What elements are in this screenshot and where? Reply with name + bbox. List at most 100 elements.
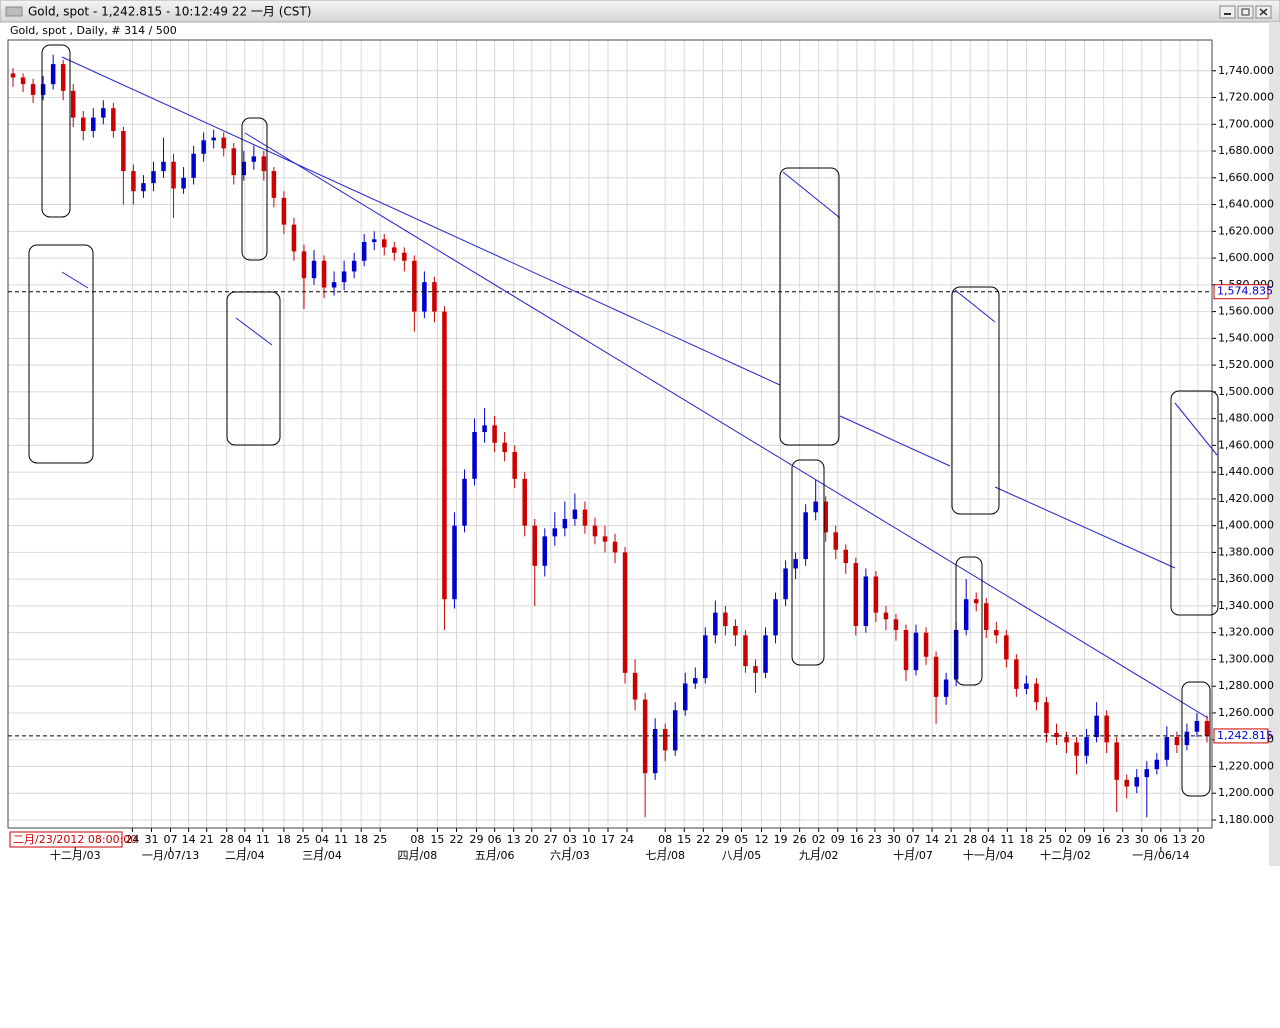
candle-body [552, 528, 558, 537]
trend-line [954, 289, 996, 323]
x-tick-label: 15 [430, 833, 444, 846]
highlight-box [791, 459, 825, 666]
restore-button[interactable] [1237, 5, 1254, 19]
candle-body [843, 549, 849, 564]
candle-body [1114, 742, 1119, 780]
candle-body [753, 666, 758, 673]
plot: 1,180.0001,200.0001,220.0001,240.0001,26… [7, 39, 1274, 862]
candle-body [241, 161, 247, 176]
x-tick-label: 18 [1019, 833, 1033, 846]
candle-body [271, 171, 277, 198]
x-tick-label: 18 [277, 833, 291, 846]
candle-body [713, 612, 718, 636]
x-tick-label: 14 [182, 833, 196, 846]
candle-body [281, 197, 287, 225]
highlight-box [951, 286, 1000, 515]
x-tick-label: 28 [220, 833, 234, 846]
candle-body [1044, 702, 1049, 734]
highlight-box [28, 244, 94, 464]
candle-body [813, 501, 818, 513]
x-major-label: 七月/08 [645, 849, 685, 862]
candle-body [341, 271, 347, 283]
candle-body [472, 431, 477, 479]
x-tick-label: 08 [658, 833, 672, 846]
x-tick-label: 12 [755, 833, 769, 846]
candle-body [652, 728, 658, 774]
candle-body [682, 683, 688, 711]
title-bar [0, 0, 1280, 23]
x-tick-label: 30 [887, 833, 901, 846]
trend-line [61, 56, 781, 386]
candle-body [261, 156, 267, 172]
candle-body [532, 525, 538, 566]
candle-body [933, 656, 939, 697]
x-major-label: 十一月/04 [963, 848, 1014, 862]
candle-body [1024, 683, 1029, 689]
candle-body [632, 672, 638, 700]
x-tick-label: 04 [981, 833, 995, 846]
candle-body [582, 509, 588, 526]
candle-body [863, 576, 869, 626]
y-tick-label: 1,700.000 [1218, 117, 1274, 130]
x-tick-label: 20 [1191, 833, 1205, 846]
window-edge [1269, 22, 1280, 866]
y-tick-label: 1,200.000 [1218, 786, 1274, 799]
x-tick-label: 09 [1078, 833, 1092, 846]
candle-body [853, 563, 859, 626]
restore-glyph [1241, 8, 1250, 16]
candle-body [392, 247, 397, 253]
candle-body [783, 568, 788, 600]
y-tick-label: 1,360.000 [1218, 572, 1274, 585]
x-tick-label: 09 [831, 833, 845, 846]
candle-body [30, 84, 36, 95]
y-tick-label: 1,560.000 [1218, 305, 1274, 318]
window-title: Gold, spot - 1,242.815 - 10:12:49 22 一月 … [28, 5, 311, 19]
x-tick-label: 28 [963, 833, 977, 846]
candle-body [181, 177, 186, 189]
candle-body [381, 239, 387, 248]
y-tick-label: 1,280.000 [1218, 679, 1274, 692]
x-major-label: 一月/07/13 [142, 849, 199, 862]
trend-line [782, 171, 841, 219]
candle-body [331, 282, 337, 288]
trend-line [1174, 402, 1218, 456]
window-icon [5, 6, 23, 17]
minimize-button[interactable] [1219, 5, 1236, 19]
y-tick-label: 1,720.000 [1218, 91, 1274, 104]
x-major-label: 五月/06 [475, 849, 515, 862]
candle-body [211, 137, 216, 141]
highlight-box [779, 167, 840, 446]
candle-body [251, 156, 257, 162]
candle-body [151, 171, 156, 184]
trend-line [839, 415, 951, 467]
candle-body [662, 728, 668, 751]
x-major-label: 一月/06/14 [1132, 849, 1189, 862]
candle-body [402, 252, 407, 261]
x-tick-label: 05 [734, 833, 748, 846]
candle-body [432, 282, 437, 312]
y-tick-label: 1,220.000 [1218, 759, 1274, 772]
highlight-box [41, 44, 71, 218]
y-tick-label: 1,180.000 [1218, 813, 1274, 826]
candle-body [191, 153, 196, 178]
x-tick-label: 22 [449, 833, 463, 846]
candle-body [873, 576, 879, 613]
window-buttons[interactable] [1219, 5, 1272, 19]
highlight-box [955, 556, 983, 686]
x-tick-label: 19 [774, 833, 788, 846]
price-label: 1,574.835 [1217, 285, 1273, 298]
candle-body [231, 148, 237, 176]
candle-body [763, 635, 768, 673]
candle-body [512, 452, 517, 479]
y-tick-label: 1,660.000 [1218, 171, 1274, 184]
y-tick-label: 1,420.000 [1218, 492, 1274, 505]
x-major-label: 四月/08 [398, 849, 438, 862]
x-tick-label: 15 [677, 833, 691, 846]
x-tick-label: 07 [906, 833, 920, 846]
candle-body [612, 541, 618, 553]
candle-body [622, 552, 628, 673]
candle-body [201, 140, 206, 154]
candle-body [171, 161, 176, 189]
trend-line [235, 317, 273, 346]
